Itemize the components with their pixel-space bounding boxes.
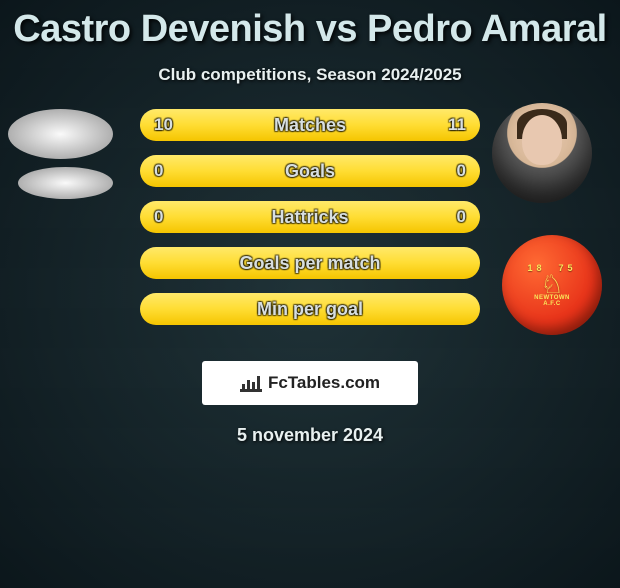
- stat-label: Min per goal: [140, 299, 480, 320]
- stat-label: Goals: [140, 161, 480, 182]
- stat-row-goals: 0 Goals 0: [140, 155, 480, 187]
- player-right-avatar: [492, 103, 592, 203]
- stat-label: Goals per match: [140, 253, 480, 274]
- page-subtitle: Club competitions, Season 2024/2025: [0, 65, 620, 85]
- crest-club-suffix: A.F.C: [543, 301, 561, 307]
- branding-text: FcTables.com: [268, 373, 380, 393]
- stat-left-value: 0: [154, 207, 163, 227]
- stat-row-min-per-goal: Min per goal: [140, 293, 480, 325]
- stat-right-value: 0: [457, 161, 466, 181]
- branding-logo[interactable]: FcTables.com: [202, 361, 418, 405]
- stat-row-goals-per-match: Goals per match: [140, 247, 480, 279]
- stat-left-value: 0: [154, 161, 163, 181]
- crest-dragon-icon: ♘: [540, 271, 563, 297]
- page-title: Castro Devenish vs Pedro Amaral: [0, 8, 620, 51]
- stat-bars: 10 Matches 11 0 Goals 0 0 Hattricks 0 Go…: [140, 109, 480, 339]
- stat-row-matches: 10 Matches 11: [140, 109, 480, 141]
- bar-chart-icon: [240, 374, 262, 392]
- stat-label: Hattricks: [140, 207, 480, 228]
- stat-right-value: 11: [448, 115, 466, 135]
- snapshot-date: 5 november 2024: [0, 425, 620, 446]
- stat-label: Matches: [140, 115, 480, 136]
- stat-left-value: 10: [154, 115, 173, 135]
- player-right-club-badge: 18 75 ♘ NEWTOWN A.F.C: [502, 235, 602, 335]
- player-left-avatar: [8, 109, 113, 159]
- stat-right-value: 0: [457, 207, 466, 227]
- stat-row-hattricks: 0 Hattricks 0: [140, 201, 480, 233]
- player-left-club-badge: [18, 167, 113, 199]
